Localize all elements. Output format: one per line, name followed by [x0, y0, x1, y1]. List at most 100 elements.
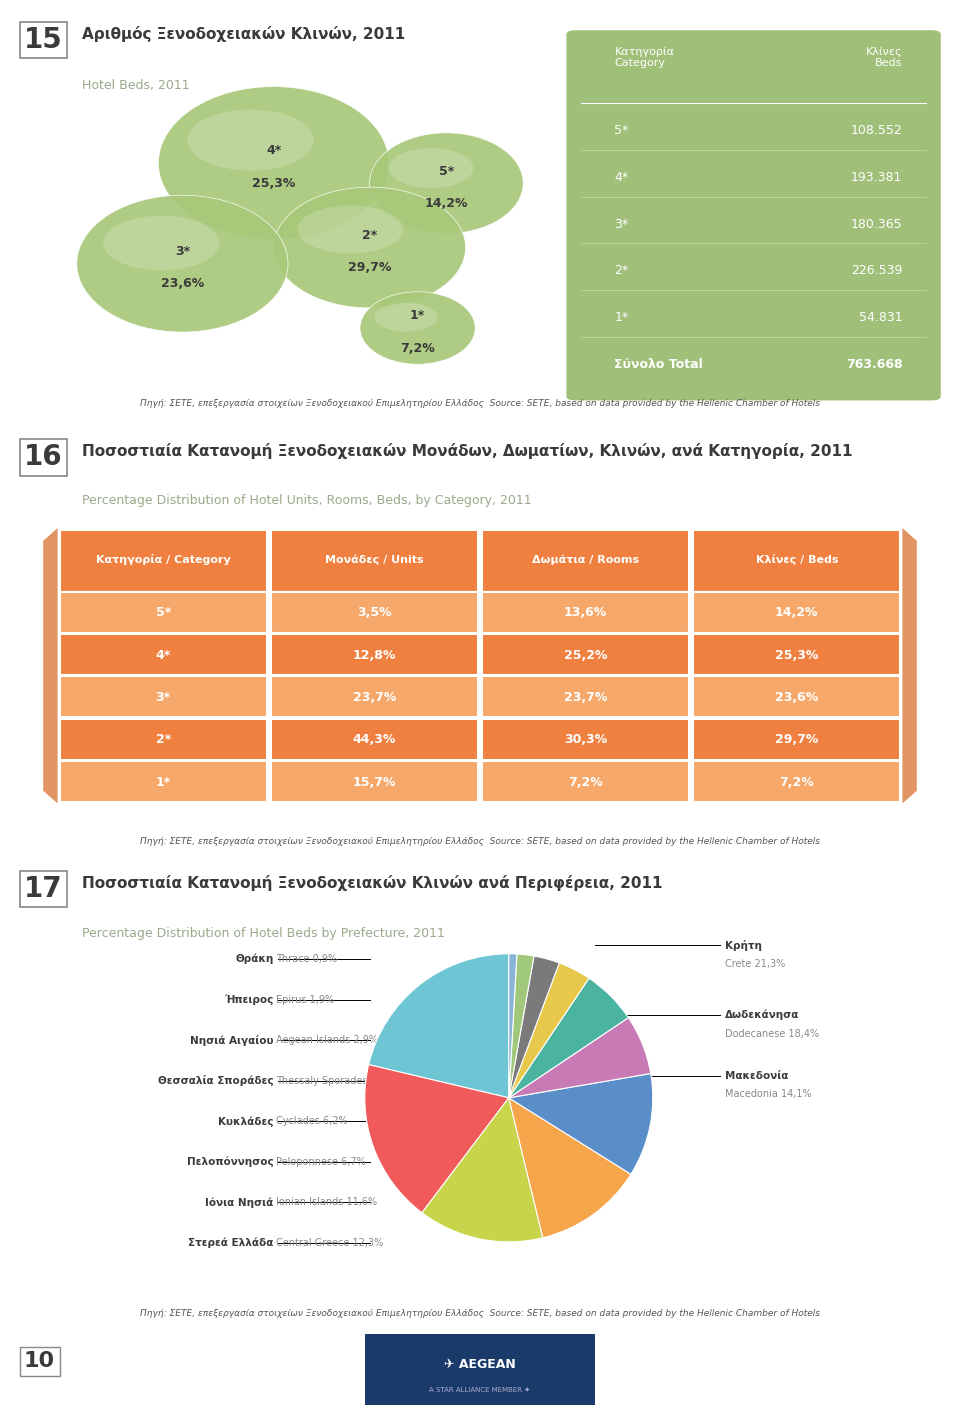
Wedge shape — [509, 963, 589, 1099]
Text: Δωμάτια / Rooms: Δωμάτια / Rooms — [532, 555, 639, 565]
Polygon shape — [902, 528, 917, 803]
Bar — [482, 761, 689, 802]
Text: 1*: 1* — [614, 312, 629, 325]
Text: Θεσσαλία Σποράδες: Θεσσαλία Σποράδες — [158, 1076, 274, 1086]
Text: Aegean Islands 2,9%: Aegean Islands 2,9% — [276, 1035, 378, 1045]
Text: 15,7%: 15,7% — [352, 775, 396, 789]
Text: Μακεδονία: Μακεδονία — [725, 1070, 788, 1080]
Text: 14,2%: 14,2% — [775, 606, 819, 620]
Text: 15: 15 — [24, 27, 62, 54]
Text: Hotel Beds, 2011: Hotel Beds, 2011 — [82, 79, 189, 92]
Text: Κρήτη: Κρήτη — [725, 940, 761, 950]
Polygon shape — [43, 528, 58, 803]
Text: 7,2%: 7,2% — [400, 342, 435, 354]
FancyBboxPatch shape — [566, 30, 941, 401]
Text: 763.668: 763.668 — [846, 359, 902, 371]
Wedge shape — [509, 1099, 631, 1238]
Text: 23,7%: 23,7% — [352, 690, 396, 705]
Wedge shape — [422, 1099, 542, 1241]
Text: 5*: 5* — [156, 606, 171, 620]
Text: Percentage Distribution of Hotel Beds by Prefecture, 2011: Percentage Distribution of Hotel Beds by… — [82, 926, 444, 939]
Text: Crete 21,3%: Crete 21,3% — [725, 959, 785, 969]
Ellipse shape — [389, 148, 473, 188]
Text: 4*: 4* — [266, 144, 281, 158]
Bar — [693, 530, 900, 592]
Text: Central Greece 12,3%: Central Greece 12,3% — [276, 1238, 384, 1248]
Bar — [271, 761, 478, 802]
Text: Δωδεκάνησα: Δωδεκάνησα — [725, 1010, 799, 1021]
Bar — [60, 719, 267, 760]
Text: 29,7%: 29,7% — [775, 733, 819, 747]
Text: Μονάδες / Units: Μονάδες / Units — [325, 555, 423, 565]
Ellipse shape — [274, 188, 466, 308]
Text: 4*: 4* — [156, 648, 171, 662]
Text: Κατηγορία
Category: Κατηγορία Category — [614, 47, 674, 68]
Text: Στερεά Ελλάδα: Στερεά Ελλάδα — [188, 1238, 274, 1248]
Wedge shape — [509, 1018, 651, 1099]
Text: Ήπειρος: Ήπειρος — [225, 994, 274, 1005]
Text: 25,3%: 25,3% — [252, 176, 296, 189]
Text: Πηγή: ΣΕΤΕ, επεξεργασία στοιχείων Ξενοδοχειακού Επιμελητηρίου Ελλάδος  Source: S: Πηγή: ΣΕΤΕ, επεξεργασία στοιχείων Ξενοδο… — [140, 837, 820, 846]
Text: 23,6%: 23,6% — [775, 690, 819, 705]
Ellipse shape — [77, 195, 288, 332]
Text: 16: 16 — [24, 443, 62, 472]
Text: Ionian Islands 11,6%: Ionian Islands 11,6% — [276, 1197, 377, 1207]
Text: 180.365: 180.365 — [851, 217, 902, 230]
Text: 44,3%: 44,3% — [352, 733, 396, 747]
Text: Πελοπόννησος: Πελοπόννησος — [187, 1156, 274, 1168]
Text: Peloponnese 6,7%: Peloponnese 6,7% — [276, 1156, 366, 1166]
Text: 2*: 2* — [614, 264, 629, 278]
Text: Πηγή: ΣΕΤΕ, επεξεργασία στοιχείων Ξενοδοχειακού Επιμελητηρίου Ελλάδος  Source: S: Πηγή: ΣΕΤΕ, επεξεργασία στοιχείων Ξενοδο… — [140, 400, 820, 408]
Bar — [271, 719, 478, 760]
Wedge shape — [369, 955, 509, 1099]
Ellipse shape — [298, 205, 403, 254]
Bar — [271, 592, 478, 633]
Text: Θράκη: Θράκη — [235, 955, 274, 964]
Text: Cyclades 6,2%: Cyclades 6,2% — [276, 1117, 348, 1127]
Bar — [482, 676, 689, 717]
Text: 1*: 1* — [410, 309, 425, 322]
Text: 5*: 5* — [439, 165, 454, 178]
Wedge shape — [509, 956, 560, 1099]
Text: 23,7%: 23,7% — [564, 690, 608, 705]
Text: 4*: 4* — [614, 171, 629, 184]
Text: Thrace 0,9%: Thrace 0,9% — [276, 955, 338, 964]
Text: Κλίνες
Beds: Κλίνες Beds — [866, 47, 902, 68]
Text: A STAR ALLIANCE MEMBER ✦: A STAR ALLIANCE MEMBER ✦ — [429, 1387, 531, 1394]
Text: Macedonia 14,1%: Macedonia 14,1% — [725, 1089, 811, 1100]
Bar — [60, 592, 267, 633]
Bar — [60, 634, 267, 675]
Bar — [60, 761, 267, 802]
Text: 7,2%: 7,2% — [780, 775, 814, 789]
Text: Νησιά Αιγαίου: Νησιά Αιγαίου — [190, 1035, 274, 1046]
Ellipse shape — [187, 110, 314, 171]
Ellipse shape — [158, 86, 389, 240]
Text: Πηγή: ΣΕΤΕ, επεξεργασία στοιχείων Ξενοδοχειακού Επιμελητηρίου Ελλάδος  Source: S: Πηγή: ΣΕΤΕ, επεξεργασία στοιχείων Ξενοδο… — [140, 1309, 820, 1317]
Text: 13,6%: 13,6% — [564, 606, 608, 620]
Bar — [693, 592, 900, 633]
Bar — [693, 761, 900, 802]
Bar — [271, 530, 478, 592]
Text: 29,7%: 29,7% — [348, 261, 392, 274]
Text: Κυκλάδες: Κυκλάδες — [218, 1115, 274, 1127]
Bar — [60, 530, 267, 592]
Text: 54.831: 54.831 — [859, 312, 902, 325]
Text: 226.539: 226.539 — [851, 264, 902, 278]
Text: 3*: 3* — [175, 246, 190, 258]
Text: 1*: 1* — [156, 775, 171, 789]
Wedge shape — [509, 979, 629, 1099]
Text: 10: 10 — [24, 1351, 55, 1371]
Text: 5*: 5* — [614, 124, 629, 137]
Text: Thessaly Sporades 3,7%: Thessaly Sporades 3,7% — [276, 1076, 396, 1086]
Text: Κατηγορία / Category: Κατηγορία / Category — [96, 555, 230, 565]
Text: 12,8%: 12,8% — [352, 648, 396, 662]
Text: ✈ AEGEAN: ✈ AEGEAN — [444, 1358, 516, 1371]
Ellipse shape — [370, 133, 523, 233]
Text: Ποσοστιαία Κατανομή Ξενοδοχειακών Μονάδων, Δωματίων, Κλινών, ανά Κατηγορία, 2011: Ποσοστιαία Κατανομή Ξενοδοχειακών Μονάδω… — [82, 443, 852, 459]
Bar — [693, 634, 900, 675]
Bar — [482, 719, 689, 760]
Text: Percentage Distribution of Hotel Units, Rooms, Beds, by Category, 2011: Percentage Distribution of Hotel Units, … — [82, 494, 531, 507]
Text: 3*: 3* — [614, 217, 629, 230]
Wedge shape — [509, 955, 534, 1099]
Bar — [482, 634, 689, 675]
